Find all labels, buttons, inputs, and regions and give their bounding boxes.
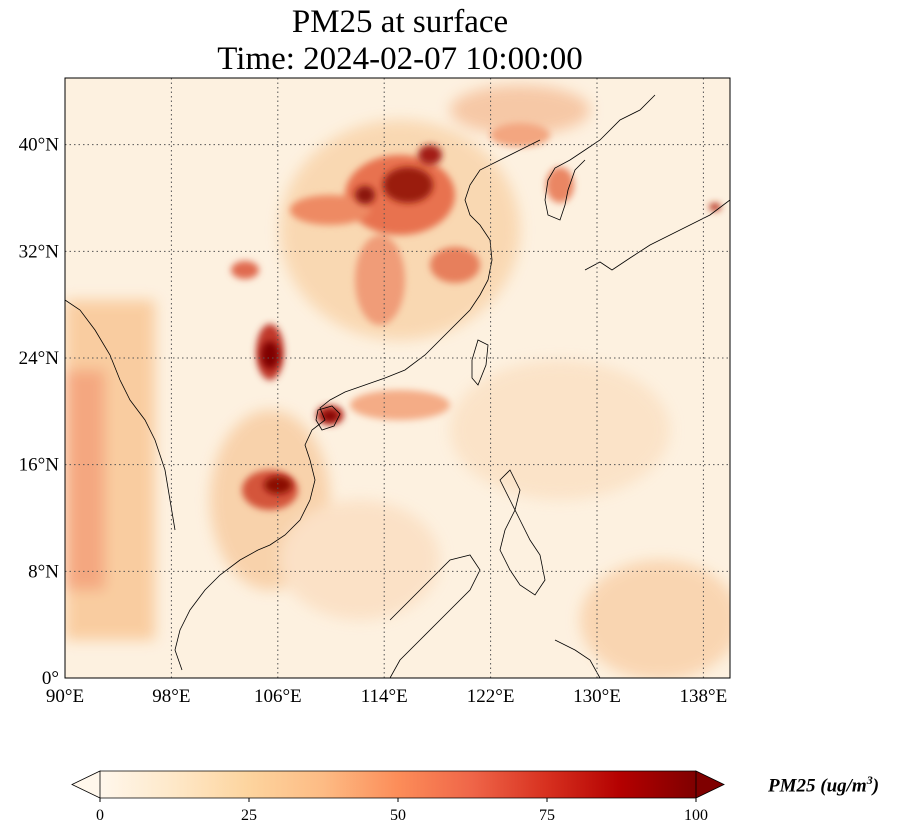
latitude-tick-label: 24°N bbox=[19, 348, 60, 369]
longitude-tick-label: 138°E bbox=[680, 686, 728, 707]
longitude-tick-label: 98°E bbox=[152, 686, 190, 707]
colorbar: 0 25 50 75 100 bbox=[71, 770, 725, 824]
latitude-tick-label: 8°N bbox=[28, 561, 59, 582]
colorbar-tick-label: 50 bbox=[390, 807, 406, 824]
colorbar-extend-min bbox=[71, 770, 101, 799]
longitude-tick-label: 114°E bbox=[361, 686, 408, 707]
longitude-tick-labels: 90°E 98°E 106°E 114°E 122°E 130°E 138°E bbox=[46, 686, 727, 707]
map-title-line-2: Time: 2024-02-07 10:00:00 bbox=[217, 41, 583, 77]
colorbar-tick-label: 0 bbox=[96, 807, 104, 824]
colorbar-title: PM25 (ug/m3) bbox=[768, 773, 880, 797]
coastline-lines bbox=[65, 94, 730, 678]
map-title-line-1: PM25 at surface bbox=[291, 4, 509, 40]
map-frame bbox=[64, 77, 731, 679]
pm25-concentration-field bbox=[65, 85, 730, 678]
latitude-tick-label: 40°N bbox=[19, 135, 60, 156]
colorbar-extend-max bbox=[695, 770, 725, 799]
latitude-tick-labels: 0° 8°N 16°N 24°N 32°N 40°N bbox=[19, 135, 60, 689]
colorbar-tick-labels: 0 25 50 75 100 bbox=[96, 798, 708, 824]
longitude-tick-label: 122°E bbox=[467, 686, 515, 707]
longitude-tick-label: 90°E bbox=[46, 686, 84, 707]
colorbar-tick-label: 75 bbox=[539, 807, 555, 824]
colorbar-body bbox=[100, 771, 696, 798]
latitude-tick-label: 16°N bbox=[19, 455, 60, 476]
latitude-tick-label: 32°N bbox=[19, 241, 60, 262]
colorbar-tick-label: 25 bbox=[241, 807, 257, 824]
longitude-tick-label: 106°E bbox=[254, 686, 302, 707]
latitude-tick-label: 0° bbox=[42, 668, 59, 689]
longitude-tick-label: 130°E bbox=[573, 686, 621, 707]
colorbar-tick-label: 100 bbox=[684, 807, 708, 824]
